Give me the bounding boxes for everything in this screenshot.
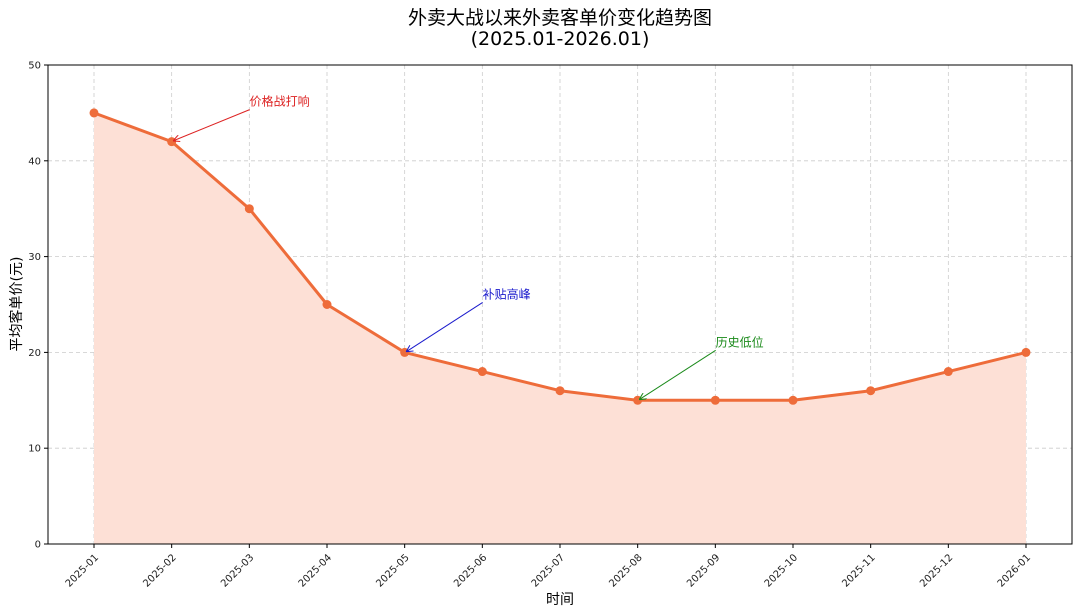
y-tick-label: 0 [35,540,41,551]
x-tick-label: 2025-09 [685,552,722,589]
annotation-label: 历史低位 [716,334,764,349]
data-point [1021,347,1031,357]
area-fill [94,112,1026,545]
data-point [943,367,953,377]
y-tick-label: 40 [28,156,41,167]
data-point [89,108,99,118]
data-point [322,300,332,309]
x-tick-label: 2025-12 [918,552,955,589]
data-point [788,395,798,405]
x-tick-label: 2025-07 [530,552,567,589]
x-tick-label: 2025-02 [141,552,178,589]
x-tick-label: 2025-04 [297,552,334,589]
x-tick-label: 2025-05 [374,552,411,589]
data-point [866,386,876,396]
x-axis-label: 时间 [546,592,574,608]
data-point [244,204,254,214]
x-tick-label: 2025-10 [763,552,800,589]
y-tick-label: 50 [28,61,41,72]
annotation-label: 补贴高峰 [483,286,531,301]
data-point [167,137,177,147]
annotation-arrow [174,109,250,141]
area-layer [94,112,1026,545]
data-point [633,395,643,405]
y-tick-label: 20 [28,348,41,359]
y-tick-label: 30 [28,252,41,263]
data-point [477,367,487,377]
data-point [710,395,720,405]
x-axis: 2025-01 2025-02 2025-03 2025-04 2025-05 2025-… [64,544,1033,590]
chart-title: 外卖大战以来外卖客单价变化趋势图 [408,7,712,29]
annotation-label: 价格战打响 [250,94,310,109]
chart-subtitle: (2025.01-2026.01) [471,28,650,50]
data-point [400,347,410,357]
x-tick-label: 2025-06 [452,552,489,589]
y-tick-label: 10 [28,444,41,455]
annotation-arrow [640,349,716,399]
x-tick-label: 2025-08 [607,552,644,589]
y-axis-label: 平均客单价(元) [8,257,25,352]
annotation-arrow [407,301,483,351]
points-layer [89,108,1031,405]
x-tick-label: 2026-01 [996,552,1033,589]
data-point [555,386,565,396]
x-tick-label: 2025-11 [840,552,877,589]
y-axis: 0 10 20 30 40 50 [28,61,48,551]
x-tick-label: 2025-03 [219,552,256,589]
x-tick-label: 2025-01 [64,552,101,589]
